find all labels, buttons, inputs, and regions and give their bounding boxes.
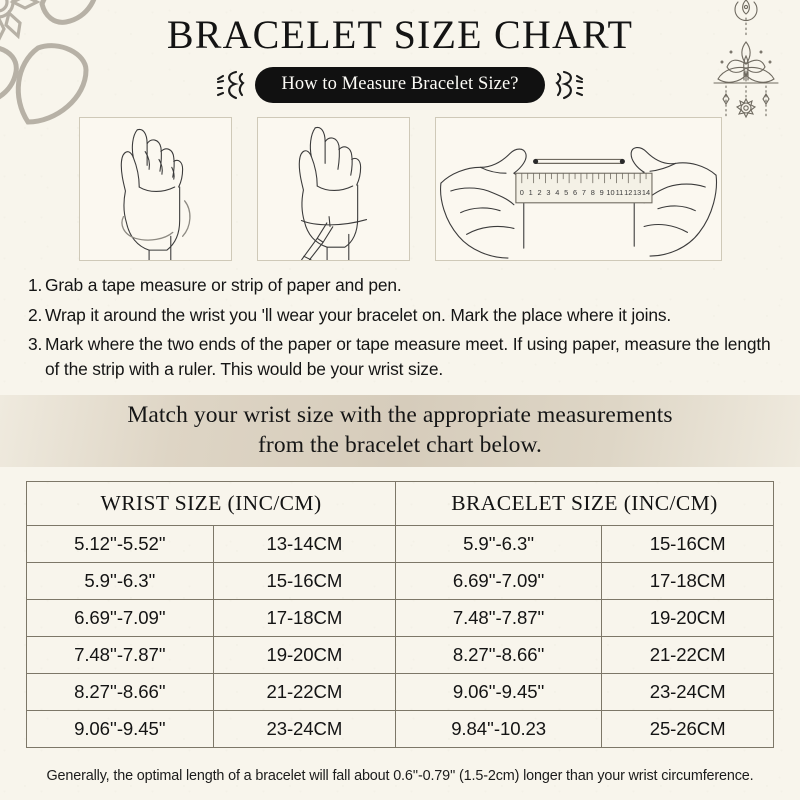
table-row: 5.9''-6.3'' 15-16CM 6.69''-7.09'' 17-18CM <box>26 561 774 600</box>
instruction-item: 1. Grab a tape measure or strip of paper… <box>28 273 774 298</box>
ruler-tick-label: 0 <box>519 188 523 197</box>
cell-wrist-cm: 23-24CM <box>212 709 397 748</box>
instruction-number: 1. <box>28 275 43 296</box>
panel-step-2 <box>256 117 410 262</box>
cell-wrist-in: 5.12''-5.52'' <box>26 524 214 563</box>
match-banner-line-1: Match your wrist size with the appropria… <box>127 402 673 429</box>
ruler-tick-label: 6 <box>572 188 576 197</box>
instruction-item: 2. Wrap it around the wrist you 'll wear… <box>28 303 774 328</box>
cell-wrist-cm: 21-22CM <box>212 672 397 711</box>
cell-bracelet-cm: 15-16CM <box>601 524 774 563</box>
ruler-tick-label: 8 <box>590 188 594 197</box>
ruler-tick-label: 5 <box>564 188 568 197</box>
match-banner: Match your wrist size with the appropria… <box>0 394 800 467</box>
hands-measuring-strip-with-ruler-illustration: 0 1 2 3 4 5 6 7 8 9 10 11 12 13 14 <box>439 147 717 259</box>
lotus-moon-ornament-icon <box>713 0 779 119</box>
cell-wrist-in: 9.06''-9.45'' <box>26 709 214 748</box>
cell-bracelet-cm: 23-24CM <box>601 672 774 711</box>
ruler-tick-label: 1 <box>528 188 532 197</box>
cell-wrist-in: 5.9''-6.3'' <box>26 561 214 600</box>
hand-with-tape-measure-illustration <box>120 129 191 261</box>
table-header-row: WRIST SIZE (INC/CM) BRACELET SIZE (INC/C… <box>25 480 774 526</box>
panel-step-1 <box>78 117 232 262</box>
instructions-list: 1. Grab a tape measure or strip of paper… <box>0 273 800 383</box>
ruler-tick-label: 11 <box>615 188 623 197</box>
cell-bracelet-cm: 21-22CM <box>601 635 774 674</box>
size-table-head: WRIST SIZE (INC/CM) BRACELET SIZE (INC/C… <box>25 480 774 526</box>
table-row: 8.27''-8.66'' 21-22CM 9.06''-9.45'' 23-24CM <box>26 672 774 711</box>
ruler-tick-label: 3 <box>546 188 550 197</box>
ruler-ticks <box>520 173 646 184</box>
header-bracelet-size: BRACELET SIZE (INC/CM) <box>395 480 774 526</box>
cell-wrist-in: 7.48''-7.87'' <box>26 635 214 674</box>
cell-bracelet-in: 8.27''-8.66'' <box>395 635 603 674</box>
ruler-tick-label: 10 <box>606 188 614 197</box>
instruction-item: 3. Mark where the two ends of the paper … <box>28 332 774 383</box>
instruction-number: 3. <box>28 334 43 355</box>
panel-step-3: 0 1 2 3 4 5 6 7 8 9 10 11 12 13 14 <box>434 117 722 262</box>
size-table-wrapper: WRIST SIZE (INC/CM) BRACELET SIZE (INC/C… <box>25 480 774 748</box>
instruction-text: Mark where the two ends of the paper or … <box>45 334 771 380</box>
header-wrist-size: WRIST SIZE (INC/CM) <box>25 480 397 526</box>
table-row: 6.69''-7.09'' 17-18CM 7.48''-7.87'' 19-20CM <box>26 598 774 637</box>
ruler-tick-label: 9 <box>599 188 603 197</box>
cell-wrist-in: 8.27''-8.66'' <box>26 672 214 711</box>
cell-wrist-cm: 19-20CM <box>212 635 397 674</box>
measure-badge: How to Measure Bracelet Size? <box>255 67 545 104</box>
cell-bracelet-in: 9.84''-10.23 <box>395 709 603 748</box>
ruler-tick-label: 12 <box>624 188 632 197</box>
size-table-body: 5.12''-5.52'' 13-14CM 5.9''-6.3'' 15-16CM 5.… <box>26 524 774 748</box>
mandala-flower-icon <box>0 0 97 125</box>
cell-wrist-cm: 15-16CM <box>212 561 397 600</box>
cell-bracelet-cm: 25-26CM <box>601 709 774 748</box>
illustration-panels: 0 1 2 3 4 5 6 7 8 9 10 11 12 13 14 <box>0 117 800 262</box>
flourish-ornament-icon <box>217 71 246 100</box>
cell-bracelet-in: 6.69''-7.09'' <box>395 561 603 600</box>
hand-marking-with-pen-illustration <box>298 127 367 261</box>
cell-bracelet-cm: 19-20CM <box>601 598 774 637</box>
cell-wrist-in: 6.69''-7.09'' <box>26 598 214 637</box>
footer-note: Generally, the optimal length of a brace… <box>46 768 754 784</box>
table-row: 5.12''-5.52'' 13-14CM 5.9''-6.3'' 15-16CM <box>26 524 774 563</box>
ruler-tick-label: 2 <box>537 188 541 197</box>
ruler-tick-label: 4 <box>555 188 559 197</box>
ruler-tick-label: 14 <box>641 188 649 197</box>
cell-bracelet-cm: 17-18CM <box>601 561 774 600</box>
ruler-tick-label: 13 <box>633 188 641 197</box>
header: BRACELET SIZE CHART How to Measure Brace… <box>0 0 800 104</box>
ruler-tick-label: 7 <box>581 188 585 197</box>
cell-wrist-cm: 17-18CM <box>212 598 397 637</box>
flourish-ornament-icon <box>554 71 583 100</box>
page-title: BRACELET SIZE CHART <box>166 12 634 57</box>
cell-bracelet-in: 5.9''-6.3'' <box>395 524 603 563</box>
table-row: 9.06''-9.45'' 23-24CM 9.84''-10.23 25-26CM <box>26 709 774 748</box>
ruler-number-labels: 0 1 2 3 4 5 6 7 8 9 10 11 12 13 14 <box>519 188 649 197</box>
cell-bracelet-in: 7.48''-7.87'' <box>395 598 603 637</box>
badge-row: How to Measure Bracelet Size? <box>0 67 800 104</box>
cell-wrist-cm: 13-14CM <box>212 524 397 563</box>
instruction-number: 2. <box>28 304 43 325</box>
size-table: WRIST SIZE (INC/CM) BRACELET SIZE (INC/C… <box>25 480 774 748</box>
instruction-text: Grab a tape measure or strip of paper an… <box>45 275 402 296</box>
match-banner-line-2: from the bracelet chart below. <box>258 431 542 458</box>
instruction-text: Wrap it around the wrist you 'll wear yo… <box>45 304 672 325</box>
cell-bracelet-in: 9.06''-9.45'' <box>395 672 603 711</box>
table-row: 7.48''-7.87'' 19-20CM 8.27''-8.66'' 21-22CM <box>26 635 774 674</box>
